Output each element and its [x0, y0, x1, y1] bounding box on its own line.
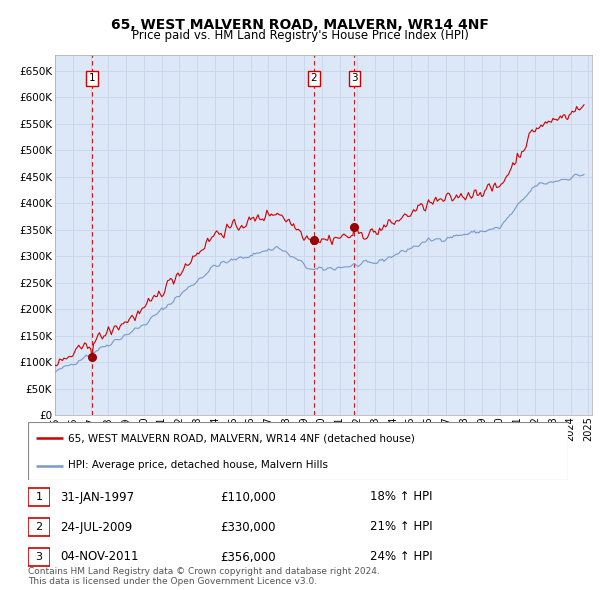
FancyBboxPatch shape [28, 488, 50, 506]
Text: Contains HM Land Registry data © Crown copyright and database right 2024.: Contains HM Land Registry data © Crown c… [28, 568, 380, 576]
Text: £330,000: £330,000 [220, 520, 275, 533]
Text: 1: 1 [35, 492, 43, 502]
Text: HPI: Average price, detached house, Malvern Hills: HPI: Average price, detached house, Malv… [68, 461, 329, 470]
FancyBboxPatch shape [28, 518, 50, 536]
Text: 24-JUL-2009: 24-JUL-2009 [60, 520, 132, 533]
Text: 3: 3 [351, 73, 358, 83]
Text: Price paid vs. HM Land Registry's House Price Index (HPI): Price paid vs. HM Land Registry's House … [131, 30, 469, 42]
Text: 2: 2 [311, 73, 317, 83]
FancyBboxPatch shape [28, 548, 50, 566]
Text: 21% ↑ HPI: 21% ↑ HPI [370, 520, 433, 533]
Text: 31-JAN-1997: 31-JAN-1997 [60, 490, 134, 503]
Text: 1: 1 [89, 73, 95, 83]
Text: 3: 3 [35, 552, 43, 562]
Text: 65, WEST MALVERN ROAD, MALVERN, WR14 4NF (detached house): 65, WEST MALVERN ROAD, MALVERN, WR14 4NF… [68, 433, 415, 443]
Text: 2: 2 [35, 522, 43, 532]
Text: 18% ↑ HPI: 18% ↑ HPI [370, 490, 433, 503]
Text: 24% ↑ HPI: 24% ↑ HPI [370, 550, 433, 563]
FancyBboxPatch shape [28, 422, 568, 480]
Text: 04-NOV-2011: 04-NOV-2011 [60, 550, 139, 563]
Text: £356,000: £356,000 [220, 550, 275, 563]
Text: 65, WEST MALVERN ROAD, MALVERN, WR14 4NF: 65, WEST MALVERN ROAD, MALVERN, WR14 4NF [111, 18, 489, 32]
Text: This data is licensed under the Open Government Licence v3.0.: This data is licensed under the Open Gov… [28, 578, 317, 586]
Text: £110,000: £110,000 [220, 490, 276, 503]
